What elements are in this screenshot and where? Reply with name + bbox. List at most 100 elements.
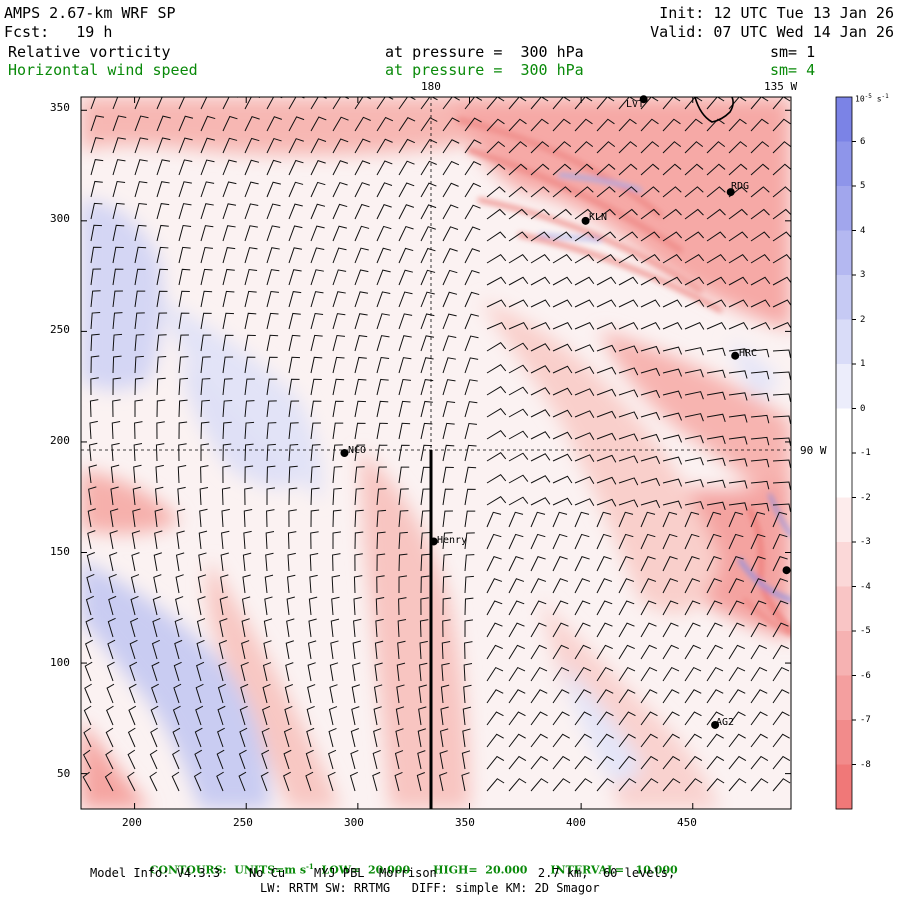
wind-barb [442,532,453,550]
wind-barb [154,530,163,550]
wind-barb [332,269,347,286]
wind-barb [83,705,92,726]
wind-barb [171,771,180,792]
wind-barb [574,666,592,682]
wind-barb [105,727,114,748]
wind-barb [310,465,321,484]
wind-barb [684,755,703,770]
wind-barb [244,312,257,330]
wind-barb [307,684,316,704]
wind-barb [772,622,789,638]
wind-barb [112,246,124,264]
wind-barb [464,313,479,330]
wind-barb [750,118,769,132]
wind-barb [376,225,392,242]
wind-barb [354,466,365,484]
wind-barb [618,97,637,110]
wind-barb [618,411,639,420]
wind-barb [376,204,392,220]
wind-barb [728,276,749,286]
wind-barb [420,510,431,528]
wind-barb [263,618,273,638]
colorbar-unit: 10-5 s-1 [855,93,889,104]
wind-barb [750,556,766,572]
wind-barb [90,377,99,396]
wind-barb [530,208,550,220]
wind-barb [90,97,96,110]
wind-barb [772,371,791,380]
wind-barb [486,299,507,308]
colorbar-label: 6 [860,136,866,147]
wind-barb [684,622,701,638]
wind-barb [351,706,360,726]
wind-barb [728,163,748,176]
field1-level: at pressure = 300 hPa [385,43,584,61]
wind-barb [750,231,771,242]
wind-barb [684,778,703,792]
wind-barb [112,290,123,308]
wind-barb [662,434,683,443]
wind-barb [398,291,413,308]
wind-barb [262,705,271,726]
wind-barb [307,662,316,682]
wind-barb [398,357,412,374]
wind-barb [574,733,592,748]
wind-barb [750,208,770,220]
wind-barb [332,400,344,418]
wind-barb [178,137,193,154]
wind-barb [618,778,637,792]
wind-barb [129,661,138,682]
wind-barb [442,400,456,418]
wind-barb [244,181,259,198]
wind-barb [750,348,770,358]
wind-barb [684,254,705,264]
wind-barb [131,552,140,572]
wind-barb [332,553,341,572]
wind-barb [134,97,141,110]
wind-barb [420,422,433,440]
wind-barb [772,778,791,792]
wind-barb [640,299,661,308]
wind-barb [574,755,593,770]
wind-barb [419,640,428,660]
wind-barb [574,533,590,550]
wind-barb [266,247,280,264]
wind-barb [420,117,438,132]
wind-barb [82,771,92,792]
wind-barb [89,399,99,418]
wind-barb [728,208,748,220]
wind-barb [332,378,345,396]
wind-barb [464,575,474,594]
wind-barb [307,640,317,660]
wind-barb [464,117,482,132]
wind-barb [618,276,639,286]
wind-barb [376,291,391,308]
wind-barb [530,343,551,352]
colorbar-swatch [836,497,852,543]
wind-barb [310,225,325,242]
wind-barb [574,299,595,308]
wind-barb [134,312,145,330]
wind-barb [90,290,101,308]
contours-rest: LOW= 20.000 HIGH= 20.000 INTERVAL= 10.00… [313,863,678,877]
wind-barb [530,163,550,176]
wind-barb [332,466,343,484]
wind-barb [750,254,771,264]
wind-barb [750,370,770,380]
colorbar-label: -6 [860,670,871,681]
wind-barb [286,596,295,616]
wind-barb [244,137,260,154]
wind-barb [199,486,209,506]
wind-barb [222,181,237,198]
wind-barb [706,533,722,550]
wind-barb [442,597,452,616]
wind-barb [750,778,769,792]
wind-barb [750,163,770,176]
wind-barb [596,344,617,353]
wind-barb [706,689,724,704]
wind-barb [662,711,680,726]
wind-barb [376,509,387,528]
wind-barb [750,97,769,110]
wind-barb [372,750,381,770]
wind-barb [618,389,639,398]
